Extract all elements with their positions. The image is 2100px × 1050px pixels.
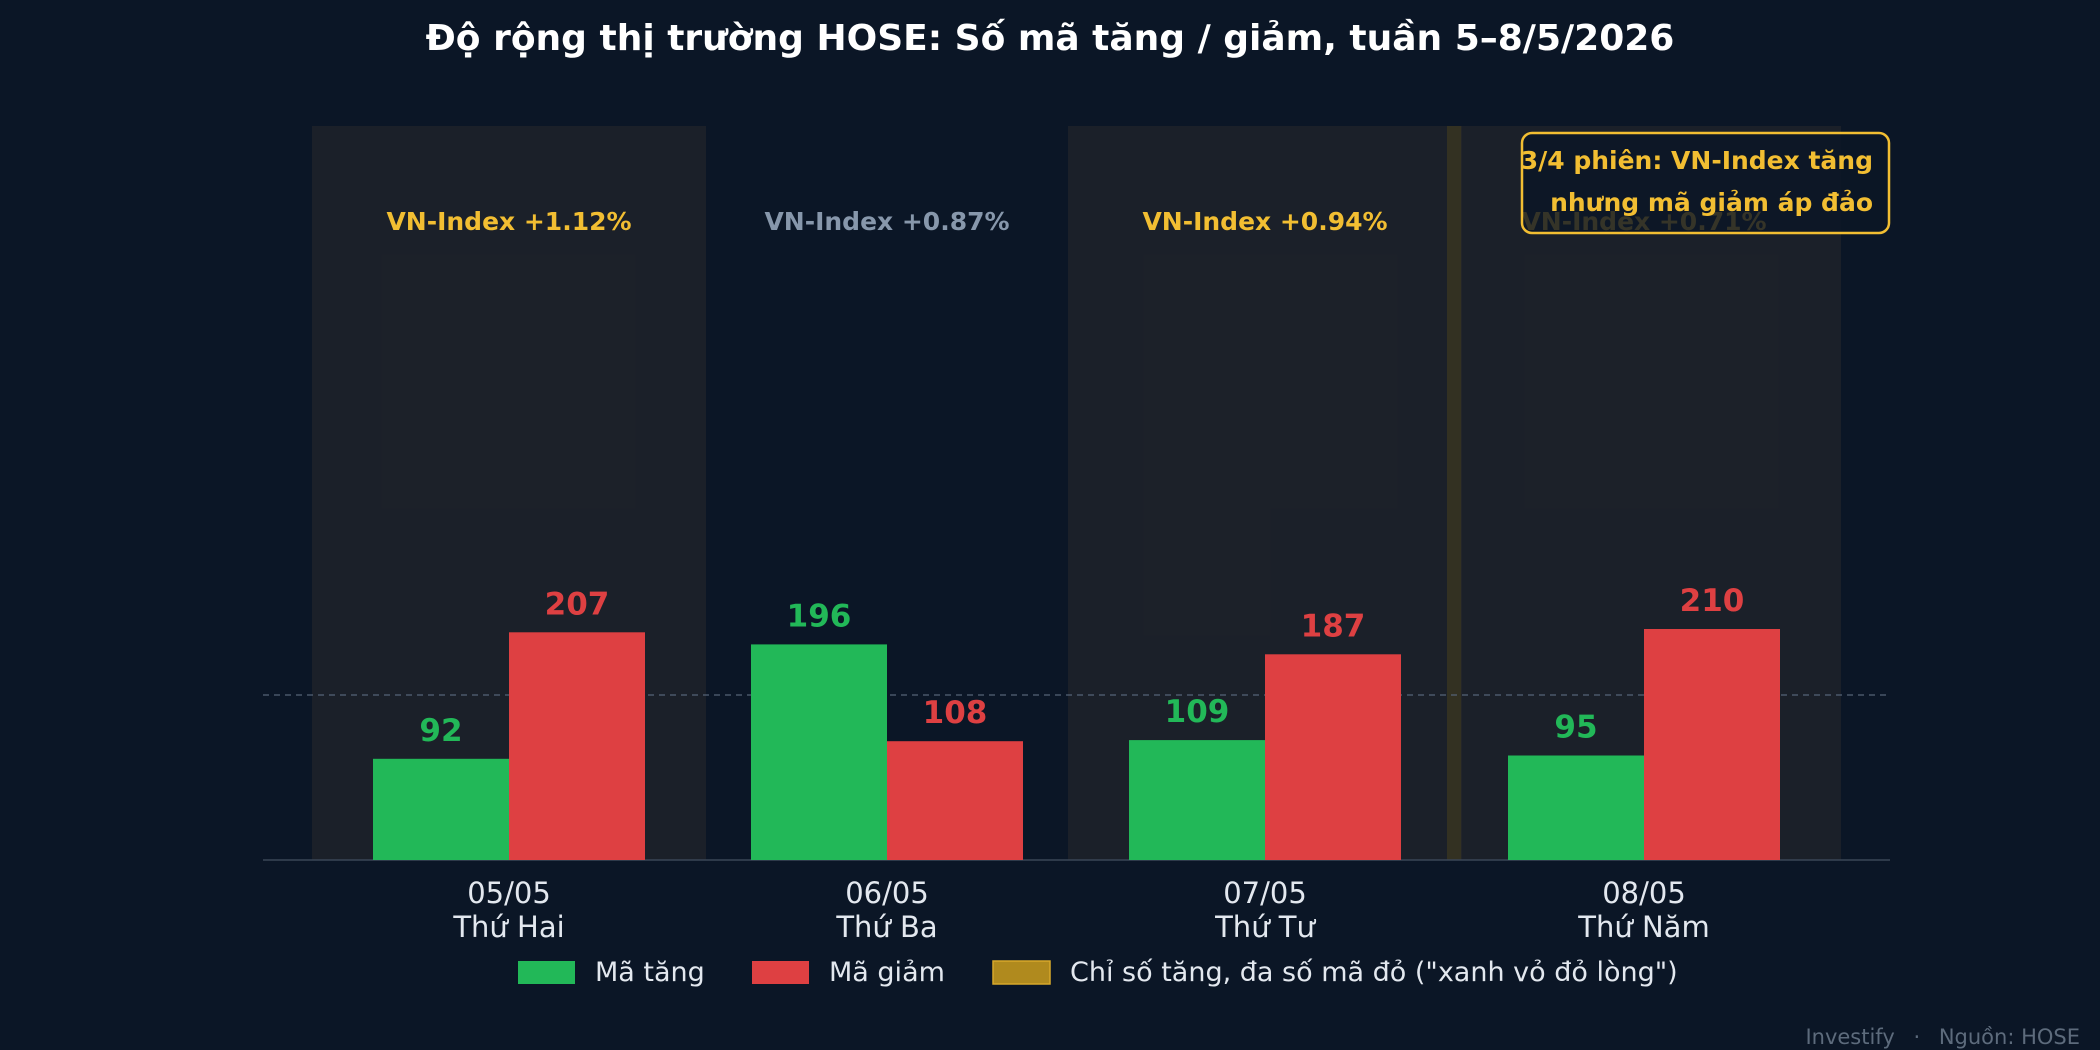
footer-separator: · — [1913, 1025, 1920, 1049]
legend-label-highlight: Chỉ số tăng, đa số mã đỏ ("xanh vỏ đỏ lò… — [1070, 957, 1678, 988]
session-seam-band — [1447, 126, 1461, 860]
x-tick-date: 05/05 — [467, 876, 551, 910]
annotation-line-2: nhưng mã giảm áp đảo — [1550, 188, 1873, 217]
annotation-box: 3/4 phiên: VN-Index tăng nhưng mã giảm á… — [1521, 131, 1891, 235]
legend-label-up: Mã tăng — [595, 957, 705, 988]
legend-swatch-highlight — [992, 960, 1051, 985]
x-tick-weekday: Thứ Năm — [1577, 910, 1709, 944]
value-label-up: 109 — [1165, 694, 1230, 730]
value-label-up: 196 — [787, 598, 852, 634]
bar-up — [1129, 740, 1265, 860]
bar-down — [1265, 654, 1401, 860]
legend-label-down: Mã giảm — [829, 957, 945, 988]
bars-layer — [373, 629, 1780, 860]
bar-down — [887, 741, 1023, 860]
bar-up — [373, 758, 509, 860]
footer-source: Nguồn: HOSE — [1939, 1025, 2080, 1049]
x-tick-date: 06/05 — [845, 876, 929, 910]
legend: Mã tăng Mã giảm Chỉ số tăng, đa số mã đỏ… — [518, 957, 1678, 988]
x-tick-date: 07/05 — [1223, 876, 1307, 910]
x-tick-weekday: Thứ Ba — [835, 910, 937, 944]
footer-brand: Investify — [1805, 1025, 1894, 1049]
bar-down — [1644, 629, 1780, 860]
session-shading-layer — [312, 126, 1841, 860]
index-change-label: VN-Index +1.12% — [386, 207, 631, 236]
value-label-up: 92 — [419, 713, 462, 749]
bar-up — [751, 644, 887, 860]
value-label-down: 187 — [1301, 608, 1366, 644]
legend-swatch-up — [518, 961, 575, 984]
footer-credit: Investify · Nguồn: HOSE — [1805, 1025, 2080, 1049]
index-change-label: VN-Index +0.87% — [764, 207, 1009, 236]
annotation-line-1: 3/4 phiên: VN-Index tăng — [1521, 146, 1873, 175]
value-label-down: 210 — [1680, 583, 1745, 619]
value-label-up: 95 — [1554, 710, 1597, 746]
x-tick-date: 08/05 — [1602, 876, 1686, 910]
index-change-label: VN-Index +0.94% — [1142, 207, 1387, 236]
value-label-down: 207 — [545, 586, 610, 622]
chart-title: Độ rộng thị trường HOSE: Số mã tăng / gi… — [426, 18, 1675, 59]
legend-swatch-down — [752, 961, 809, 984]
bar-down — [509, 632, 645, 860]
value-label-down: 108 — [923, 695, 988, 731]
x-tick-weekday: Thứ Tư — [1214, 910, 1316, 944]
x-tick-weekday: Thứ Hai — [452, 910, 564, 944]
bar-up — [1508, 755, 1644, 860]
